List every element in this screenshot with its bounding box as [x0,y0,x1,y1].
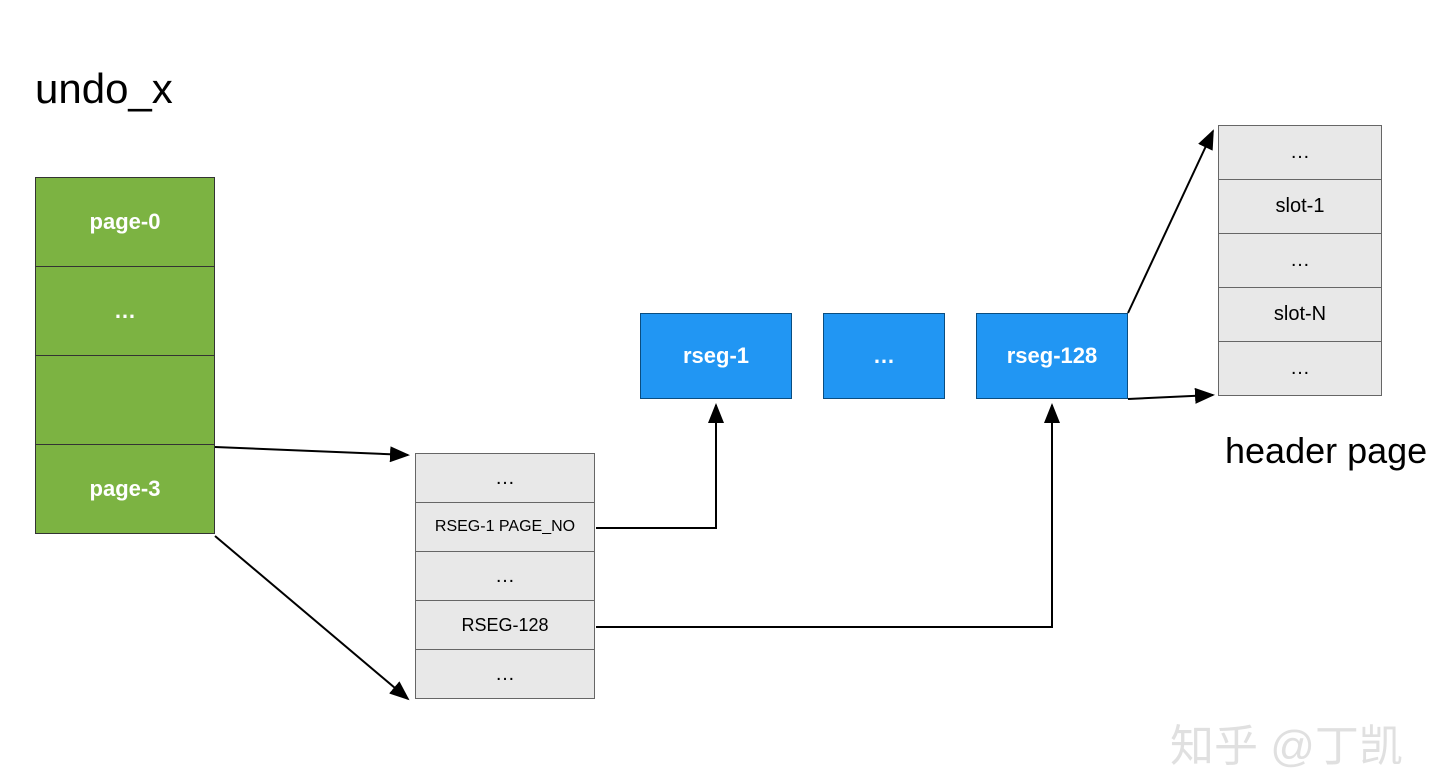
rseg-dots-box: … [823,313,945,399]
rseg-row: RSEG-128 [415,600,595,650]
rseg-row: … [415,551,595,601]
slot-row: … [1218,341,1382,396]
slot-row: … [1218,125,1382,180]
arrow-edge [596,405,716,528]
page-cell: … [35,266,215,356]
page-cell: page-3 [35,444,215,534]
page-cell: page-0 [35,177,215,267]
arrow-edge [1128,395,1213,399]
rseg-row: RSEG-1 PAGE_NO [415,502,595,552]
rseg1-box: rseg-1 [640,313,792,399]
header-page-stack: … slot-1 … slot-N … [1218,125,1382,396]
arrow-edge [1128,131,1213,313]
arrow-edge [215,447,408,455]
arrow-edge [215,536,408,699]
page-cell [35,355,215,445]
watermark: 知乎 @丁凯 [1170,710,1403,774]
rseg-row: … [415,453,595,503]
slot-row: … [1218,233,1382,288]
diagram-title: undo_x [35,65,173,113]
slot-row: slot-N [1218,287,1382,342]
rseg128-box: rseg-128 [976,313,1128,399]
header-page-label: header page [1225,430,1427,472]
slot-row: slot-1 [1218,179,1382,234]
undo-pages-stack: page-0 … page-3 [35,177,215,534]
rseg-row: … [415,649,595,699]
page3-detail-stack: … RSEG-1 PAGE_NO … RSEG-128 … [415,453,595,699]
arrow-edge [596,405,1052,627]
